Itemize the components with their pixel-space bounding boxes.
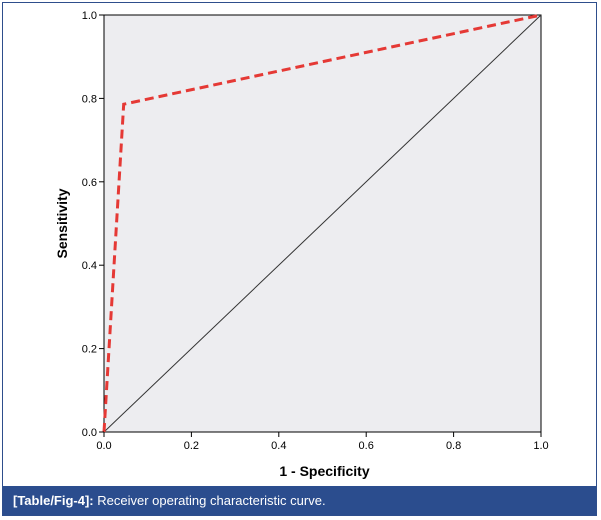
y-tick-label: 0.0 <box>82 427 97 439</box>
x-tick-label: 1.0 <box>533 440 548 452</box>
roc-curve-line <box>102 13 542 433</box>
y-tick-label: 1.0 <box>82 10 97 22</box>
y-axis-label: Sensitivity <box>54 188 70 258</box>
reference-diagonal-line <box>103 14 542 433</box>
figure-container: 0.0 0.2 0.4 0.6 0.8 1.0 0.0 0.2 0.4 0.6 0.8 1.0 1 -… <box>2 2 597 516</box>
x-tick-label: 0.4 <box>271 440 286 452</box>
caption-text: Receiver operating characteristic curve. <box>93 493 326 508</box>
x-tick-label: 0.2 <box>184 440 199 452</box>
y-tick-label: 0.2 <box>82 344 97 356</box>
x-tick-label: 0.6 <box>359 440 374 452</box>
caption-label: [Table/Fig-4]: <box>13 493 94 508</box>
y-tick-label: 0.6 <box>82 177 97 189</box>
x-tick-label: 0.8 <box>446 440 461 452</box>
figure-caption: [Table/Fig-4]: Receiver operating charac… <box>3 486 596 515</box>
y-tick-label: 0.4 <box>82 260 97 272</box>
x-axis-label: 1 - Specificity <box>279 463 369 479</box>
x-tick-label: 0.0 <box>96 440 111 452</box>
roc-chart: 0.0 0.2 0.4 0.6 0.8 1.0 0.0 0.2 0.4 0.6 0.8 1.0 1 -… <box>54 10 549 479</box>
y-tick-label: 0.8 <box>82 93 97 105</box>
